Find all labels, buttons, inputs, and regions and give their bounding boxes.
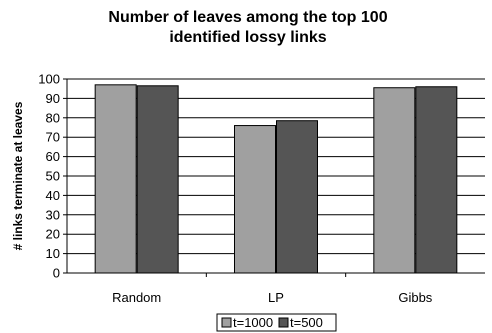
legend-swatch-t1000 [221,317,232,328]
y-tick-label-40: 40 [46,188,60,203]
chart-title-line-1: Number of leaves among the top 100 [108,9,387,26]
x-tick-label-gibbs: Gibbs [398,290,432,305]
y-tick-label-20: 20 [46,227,60,242]
bar-random-t1000 [94,84,137,274]
y-tick-label-10: 10 [46,246,60,261]
legend: t=1000 t=500 [216,313,337,332]
y-tick-label-90: 90 [46,91,60,106]
y-tick-label-60: 60 [46,149,60,164]
legend-label-t500: t=500 [290,315,323,330]
bar-random-t500 [136,85,179,274]
y-axis-label: # links terminate at leaves [11,101,25,250]
legend-swatch-t500 [278,317,289,328]
legend-box [216,313,337,332]
y-tick-label-50: 50 [46,169,60,184]
bar-lp-t1000 [234,125,276,274]
y-tick-label-70: 70 [46,130,60,145]
axes [63,78,485,277]
chart-title-line-2: identified lossy links [169,29,326,46]
bar-lp-t500 [276,120,318,274]
y-tick-labels: 0 10 20 30 40 50 60 70 80 90 100 [38,72,60,281]
bars [94,84,458,274]
y-tick-label-0: 0 [53,266,60,281]
x-tick-labels: Random LP Gibbs [112,290,433,305]
x-tick-label-random: Random [112,290,161,305]
x-tick-label-lp: LP [268,290,284,305]
y-tick-label-100: 100 [38,72,60,87]
bar-gibbs-t1000 [373,87,416,274]
legend-label-t1000: t=1000 [233,315,273,330]
y-tick-label-30: 30 [46,207,60,222]
y-tick-label-80: 80 [46,110,60,125]
bar-gibbs-t500 [415,86,458,274]
